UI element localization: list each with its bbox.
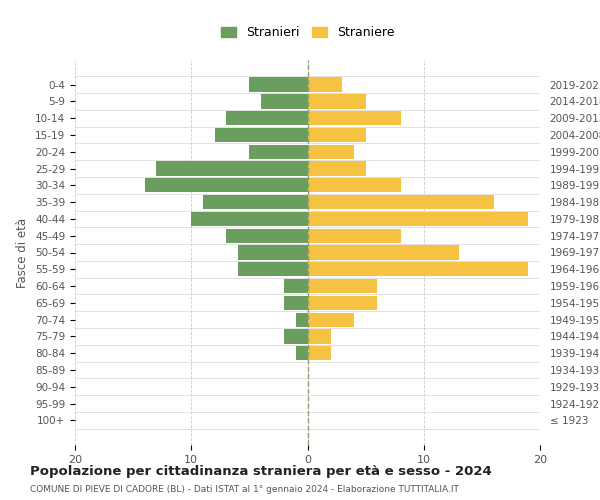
Bar	[191, 212, 308, 226]
Bar	[308, 78, 343, 92]
Bar	[284, 330, 308, 344]
Bar	[250, 144, 308, 159]
Bar	[226, 228, 308, 243]
Y-axis label: Fasce di età: Fasce di età	[16, 218, 29, 288]
Bar	[308, 128, 365, 142]
Bar	[284, 296, 308, 310]
Bar	[226, 111, 308, 126]
Bar	[238, 246, 308, 260]
Legend: Stranieri, Straniere: Stranieri, Straniere	[215, 20, 401, 46]
Bar	[296, 346, 308, 360]
Bar	[296, 312, 308, 327]
Bar	[308, 162, 365, 175]
Bar	[308, 246, 458, 260]
Bar	[238, 262, 308, 276]
Bar	[308, 212, 529, 226]
Bar	[308, 312, 354, 327]
Bar	[308, 279, 377, 293]
Bar	[308, 111, 401, 126]
Bar	[308, 346, 331, 360]
Bar	[308, 228, 401, 243]
Bar	[145, 178, 308, 192]
Bar	[250, 78, 308, 92]
Bar	[215, 128, 308, 142]
Text: Popolazione per cittadinanza straniera per età e sesso - 2024: Popolazione per cittadinanza straniera p…	[30, 465, 492, 478]
Bar	[203, 195, 308, 210]
Bar	[157, 162, 308, 175]
Text: COMUNE DI PIEVE DI CADORE (BL) - Dati ISTAT al 1° gennaio 2024 - Elaborazione TU: COMUNE DI PIEVE DI CADORE (BL) - Dati IS…	[30, 485, 459, 494]
Bar	[308, 178, 401, 192]
Bar	[308, 195, 493, 210]
Bar	[284, 279, 308, 293]
Bar	[308, 144, 354, 159]
Bar	[308, 296, 377, 310]
Bar	[261, 94, 308, 108]
Bar	[308, 262, 529, 276]
Bar	[308, 330, 331, 344]
Bar	[308, 94, 365, 108]
